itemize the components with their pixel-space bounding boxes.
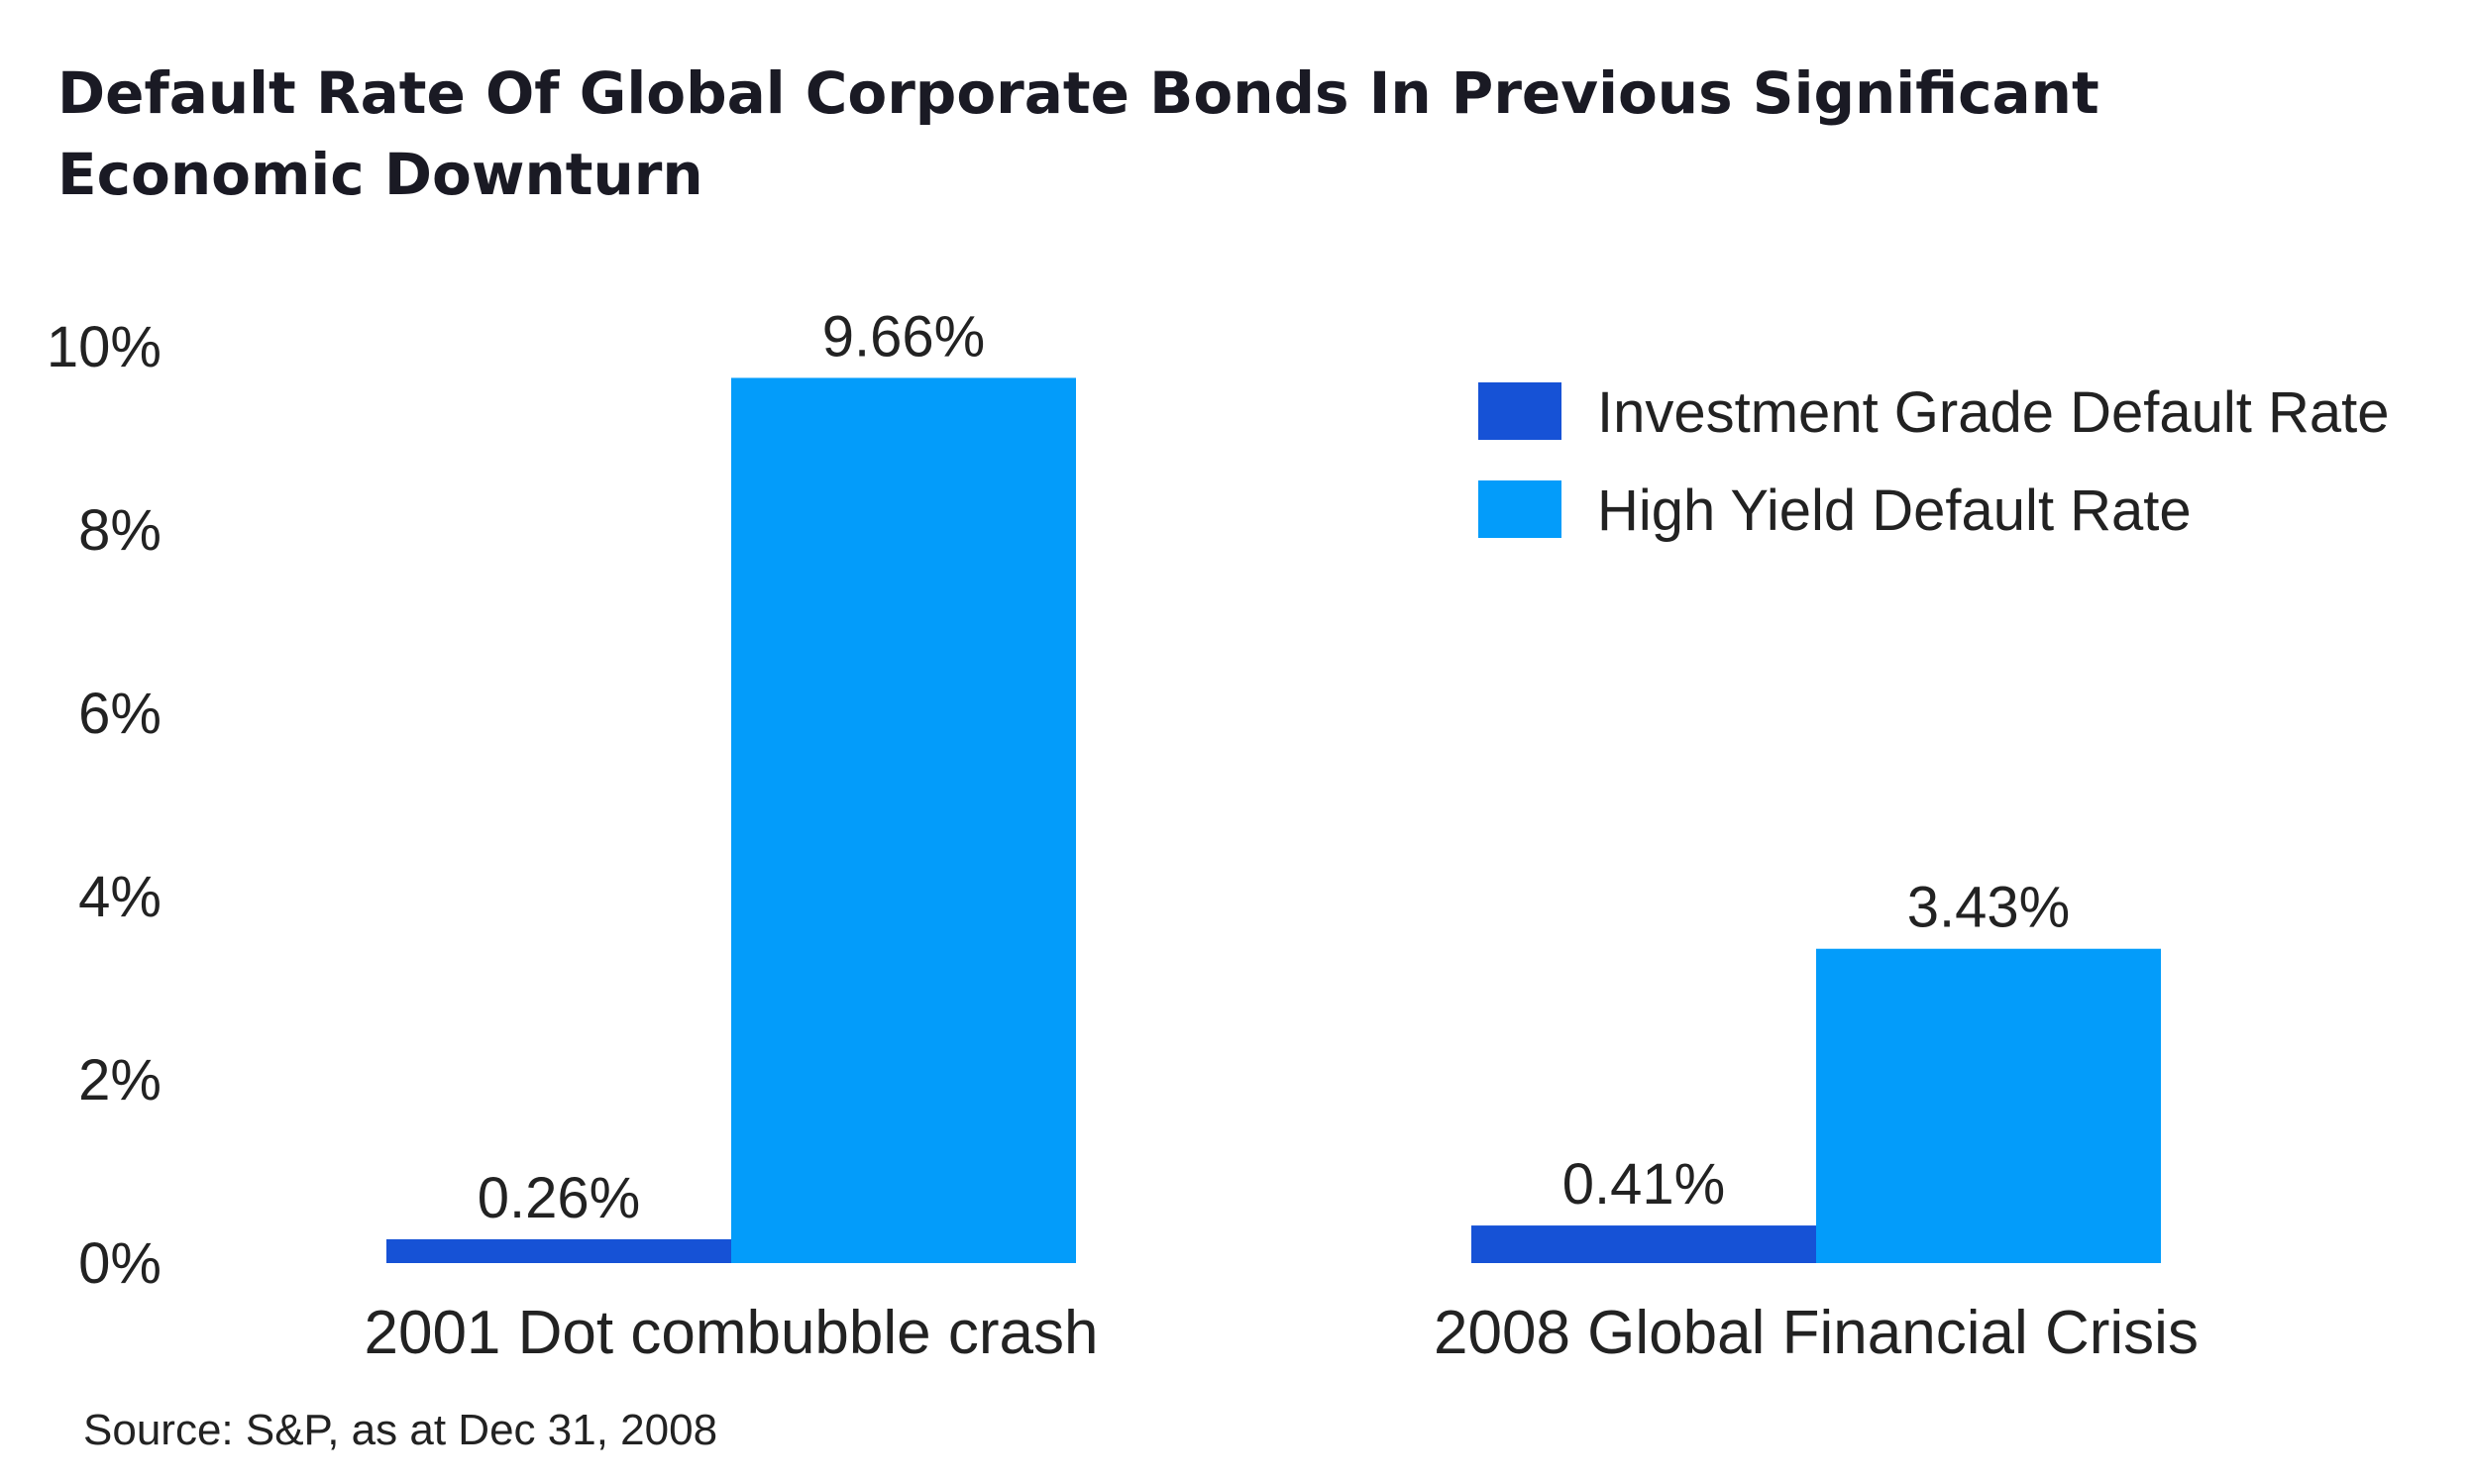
y-tick-label: 10% <box>47 315 161 379</box>
legend-swatch <box>1478 480 1561 538</box>
chart-title-line-1: Default Rate Of Global Corporate Bonds I… <box>57 59 2099 127</box>
bar-investment-grade <box>386 1238 731 1263</box>
data-label: 0.41% <box>1562 1152 1725 1217</box>
y-tick-label: 6% <box>78 682 161 746</box>
category-label: 2008 Global Financial Crisis <box>1434 1299 2199 1367</box>
data-label: 3.43% <box>1907 876 2070 940</box>
legend-swatch <box>1478 382 1561 440</box>
legend-label: High Yield Default Rate <box>1597 478 2192 543</box>
legend-label: Investment Grade Default Rate <box>1597 380 2390 445</box>
legend: Investment Grade Default Rate High Yield … <box>1478 380 2390 543</box>
bar-high-yield <box>1816 948 2161 1263</box>
y-axis: 0% 2% 4% 6% 8% 10% <box>47 315 161 1296</box>
category-label: 2001 Dot combubble crash <box>364 1299 1098 1367</box>
data-labels: 0.26% 0.41% 9.66% 3.43% <box>478 304 2070 1229</box>
y-tick-label: 0% <box>78 1231 161 1296</box>
data-label: 9.66% <box>822 304 985 369</box>
y-tick-label: 2% <box>78 1048 161 1113</box>
data-label: 0.26% <box>478 1166 640 1230</box>
y-tick-label: 8% <box>78 498 161 563</box>
bar-high-yield <box>731 377 1076 1263</box>
bar-investment-grade <box>1471 1225 1816 1263</box>
chart-title-line-2: Economic Downturn <box>57 141 703 208</box>
chart-title: Default Rate Of Global Corporate Bonds I… <box>57 59 2099 208</box>
x-axis: 2001 Dot combubble crash 2008 Global Fina… <box>364 1299 2198 1367</box>
bars <box>386 377 2161 1263</box>
y-tick-label: 4% <box>78 865 161 929</box>
source-note: Source: S&P, as at Dec 31, 2008 <box>83 1406 717 1454</box>
